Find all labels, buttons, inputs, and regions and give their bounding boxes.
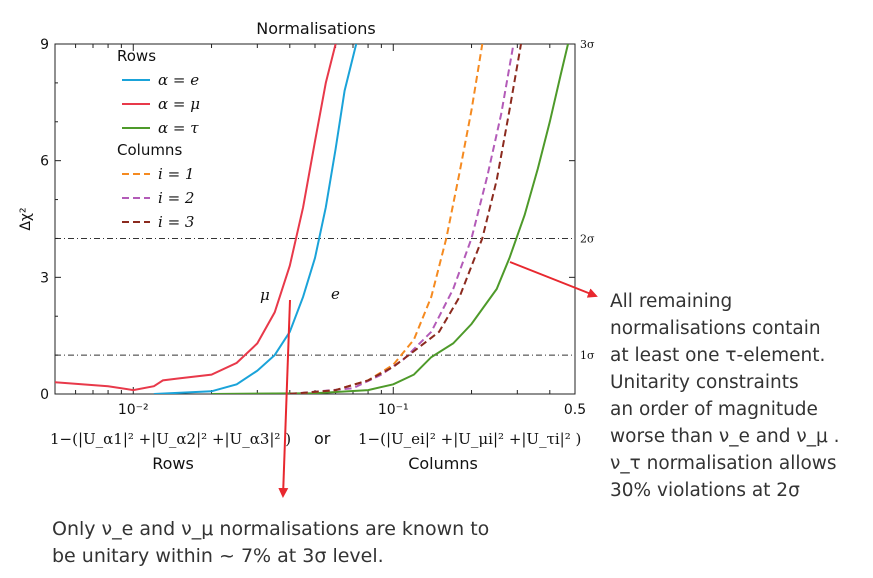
- y-tick-label: 3: [40, 270, 49, 286]
- x-axis-columns-label: Columns: [408, 454, 478, 473]
- x-tick-label: 10⁻¹: [378, 402, 409, 418]
- right-annotation-line: All remaining: [610, 291, 733, 312]
- x-axis-or-label: or: [314, 429, 331, 448]
- right-sigma-label: 3σ: [580, 38, 595, 51]
- x-axis-rows-formula: 1−(|U_α1|² +|U_α2|² +|U_α3|² ): [50, 430, 291, 448]
- x-axis-columns-formula: 1−(|U_ei|² +|U_μi|² +|U_τi|² ): [358, 430, 581, 448]
- right-annotation-line: an order of magnitude: [610, 399, 818, 420]
- legend-entry: i = 1: [158, 165, 194, 183]
- x-tick-label: 10⁻²: [118, 402, 149, 418]
- legend-entry: α = μ: [158, 95, 200, 113]
- legend-entry: i = 3: [158, 213, 194, 231]
- series-line: [211, 44, 569, 394]
- y-axis-label: Δχ²: [18, 207, 34, 230]
- right-annotation-line: normalisations contain: [610, 318, 821, 339]
- series-line: [289, 44, 484, 394]
- right-annotation-line: ν_τ normalisation allows: [610, 453, 837, 474]
- bottom-annotation-line: Only ν_e and ν_μ normalisations are know…: [52, 518, 490, 540]
- plot-frame: [54, 43, 576, 395]
- right-sigma-label: 2σ: [580, 232, 595, 245]
- series-line: [153, 44, 358, 394]
- right-annotation: All remaining normalisations contain at …: [610, 288, 872, 504]
- bottom-annotation: Only ν_e and ν_μ normalisations are know…: [52, 516, 612, 570]
- arrow-to-right-annotation: [509, 261, 598, 298]
- legend-entry: i = 2: [158, 189, 194, 207]
- right-annotation-line: 30% violations at 2σ: [610, 480, 800, 501]
- y-tick-label: 9: [40, 37, 49, 53]
- arrow-to-bottom-annotation: [278, 299, 291, 498]
- series-line: [55, 44, 337, 392]
- chart-title: Normalisations: [256, 19, 375, 38]
- legend-header-columns: Columns: [117, 141, 182, 159]
- legend-header-rows: Rows: [117, 47, 156, 65]
- curve-label-e: e: [331, 285, 340, 303]
- curve-label-mu: μ: [260, 286, 270, 304]
- y-tick-label: 6: [40, 154, 49, 170]
- series-line: [289, 44, 522, 394]
- right-annotation-line: at least one τ-element.: [610, 345, 826, 366]
- x-tick-label: 0.5: [564, 402, 586, 418]
- x-axis-rows-label: Rows: [152, 454, 194, 473]
- legend-entry: α = τ: [158, 119, 199, 137]
- y-tick-label: 0: [40, 387, 49, 403]
- bottom-annotation-line: be unitary within ~ 7% at 3σ level.: [52, 545, 384, 567]
- legend-entry: α = e: [158, 71, 199, 89]
- right-annotation-line: worse than ν_e and ν_μ .: [610, 426, 840, 447]
- right-annotation-line: Unitarity constraints: [610, 372, 799, 393]
- right-sigma-label: 1σ: [580, 349, 595, 362]
